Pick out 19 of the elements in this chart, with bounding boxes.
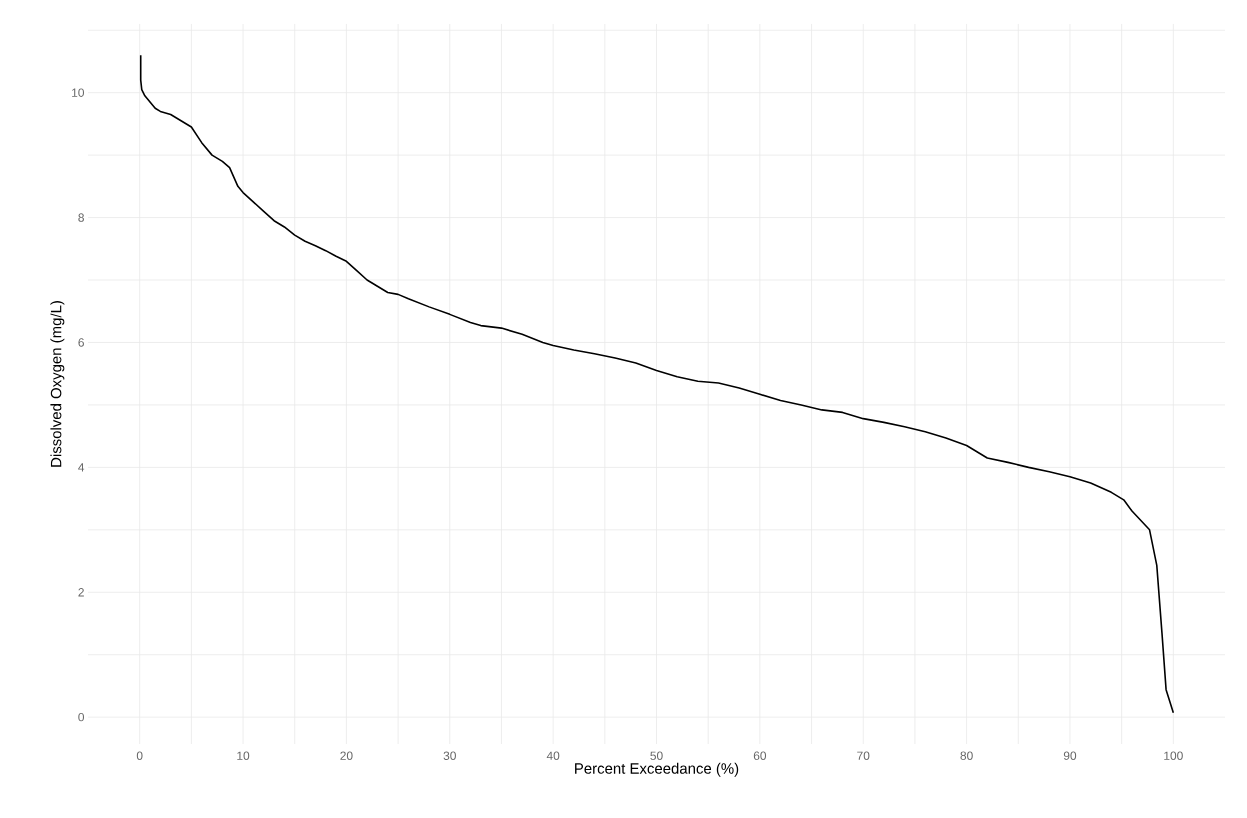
x-tick-label: 100	[1164, 751, 1183, 760]
y-tick-label: 10	[72, 88, 85, 97]
x-tick-label: 20	[340, 751, 353, 760]
y-tick-label: 8	[78, 213, 84, 222]
y-tick-label: 2	[78, 588, 84, 597]
y-axis-title: Dissolved Oxygen (mg/L)	[50, 301, 65, 467]
x-axis-title: Percent Exceedance (%)	[575, 762, 739, 777]
x-tick-label: 50	[650, 751, 663, 760]
y-tick-label: 4	[78, 463, 85, 472]
x-tick-label: 80	[960, 751, 973, 760]
x-tick-label: 40	[546, 751, 560, 760]
x-tick-label: 90	[1063, 751, 1077, 760]
y-tick-label: 6	[78, 338, 84, 347]
x-tick-label: 10	[237, 751, 250, 760]
x-tick-label: 0	[136, 751, 143, 760]
x-tick-label: 70	[857, 751, 870, 760]
x-tick-label: 30	[443, 751, 456, 760]
y-tick-label: 0	[78, 712, 85, 722]
x-tick-label: 60	[753, 751, 767, 760]
